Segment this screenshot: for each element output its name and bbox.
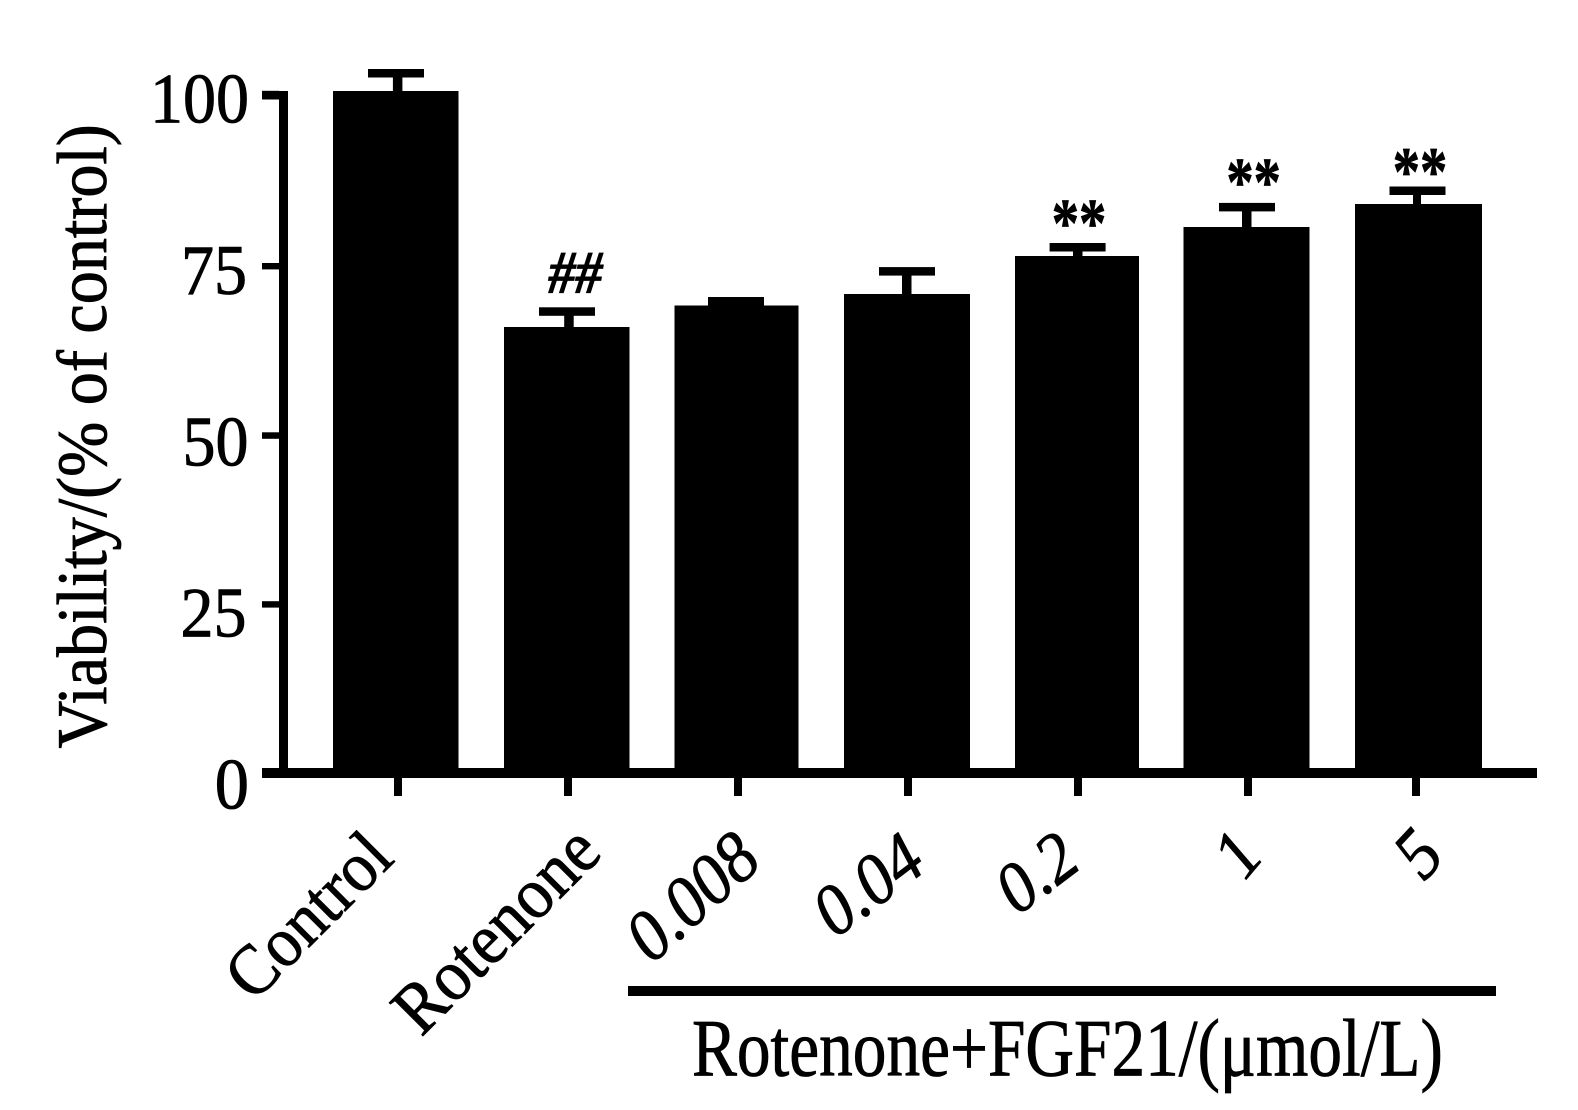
svg-text:0: 0 [215,745,249,825]
svg-text:##: ## [548,240,604,306]
svg-text:25: 25 [180,573,246,652]
svg-text:50: 50 [182,403,248,482]
svg-text:Rotenone+FGF21/(μmol/L): Rotenone+FGF21/(μmol/L) [692,1004,1443,1095]
svg-text:75: 75 [181,231,247,310]
svg-text:100: 100 [150,59,249,138]
svg-text:**: ** [1226,145,1280,220]
svg-text:Viability/(% of control): Viability/(% of control) [43,124,122,748]
svg-text:**: ** [1052,186,1106,261]
svg-text:**: ** [1393,135,1447,210]
